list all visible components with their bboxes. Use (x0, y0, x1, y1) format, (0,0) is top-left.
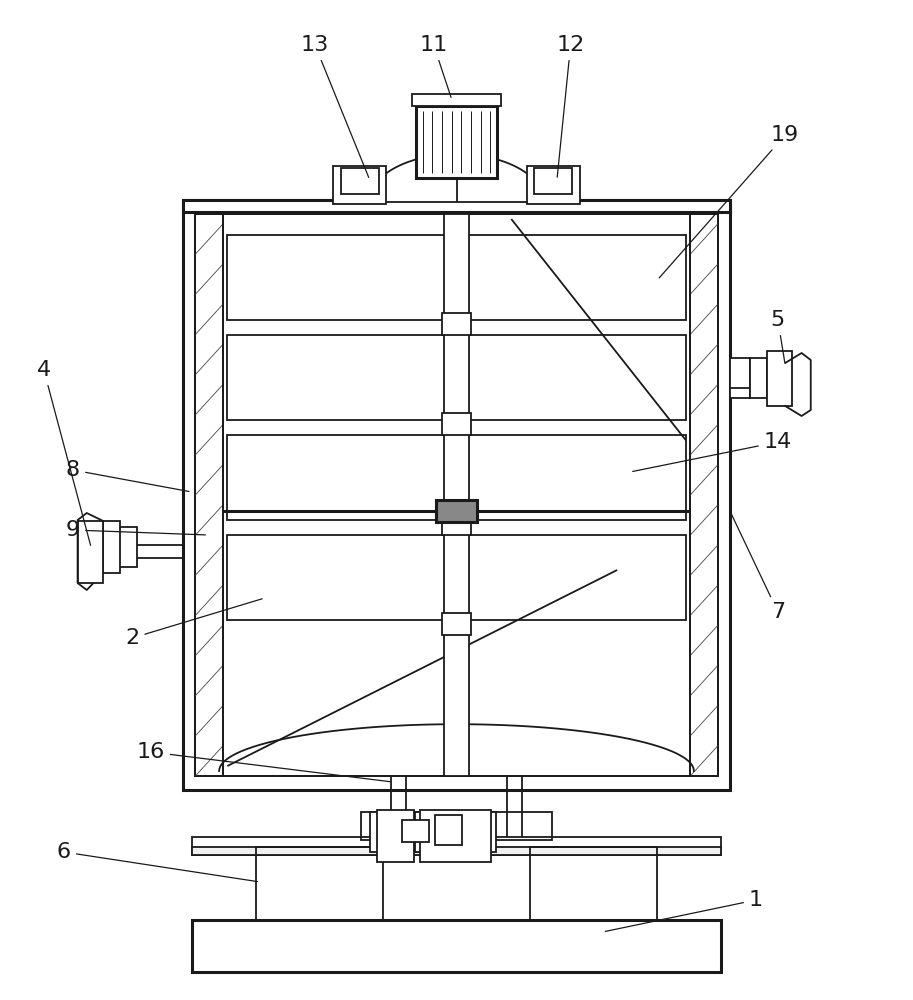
Text: 5: 5 (771, 310, 785, 362)
Text: 7: 7 (731, 515, 785, 622)
Bar (227, 435, 686, 520)
Bar (192, 837, 721, 855)
Bar (416, 106, 497, 178)
Text: 4: 4 (37, 360, 90, 545)
Bar (690, 214, 718, 776)
Bar (227, 235, 686, 320)
Bar (530, 847, 657, 920)
Bar (192, 847, 721, 855)
Bar (370, 812, 423, 852)
Bar (442, 313, 471, 335)
Bar (333, 166, 386, 204)
Bar (442, 613, 471, 635)
Bar (183, 200, 730, 790)
Text: 16: 16 (137, 742, 390, 782)
Bar (377, 810, 414, 862)
Bar (195, 214, 223, 776)
Bar (435, 815, 462, 845)
Text: 8: 8 (66, 460, 189, 491)
Text: 11: 11 (420, 35, 451, 97)
Bar (341, 168, 379, 194)
Text: 2: 2 (125, 599, 262, 648)
Bar (195, 214, 718, 776)
Bar (412, 94, 501, 106)
Bar (227, 535, 686, 620)
Text: 9: 9 (66, 520, 205, 540)
Bar (117, 527, 137, 567)
Polygon shape (369, 154, 544, 202)
Bar (256, 847, 383, 920)
Bar (78, 521, 103, 583)
Bar (534, 168, 572, 194)
Bar (420, 810, 491, 862)
Text: 1: 1 (605, 890, 763, 931)
Bar (183, 200, 730, 212)
Bar (103, 521, 120, 573)
Bar (361, 812, 552, 840)
Bar (192, 920, 721, 972)
Bar (750, 358, 767, 398)
Text: 6: 6 (57, 842, 257, 882)
Bar (227, 335, 686, 420)
Text: 12: 12 (557, 35, 584, 177)
Bar (442, 413, 471, 435)
Bar (415, 812, 496, 852)
Bar (444, 214, 469, 776)
Bar (402, 820, 429, 842)
Bar (436, 500, 477, 522)
Bar (223, 214, 690, 776)
Bar (442, 513, 471, 535)
Bar (767, 351, 792, 406)
Text: 19: 19 (659, 125, 799, 278)
Text: 14: 14 (633, 432, 792, 471)
Text: 13: 13 (301, 35, 369, 177)
Bar (730, 358, 750, 398)
Bar (527, 166, 580, 204)
